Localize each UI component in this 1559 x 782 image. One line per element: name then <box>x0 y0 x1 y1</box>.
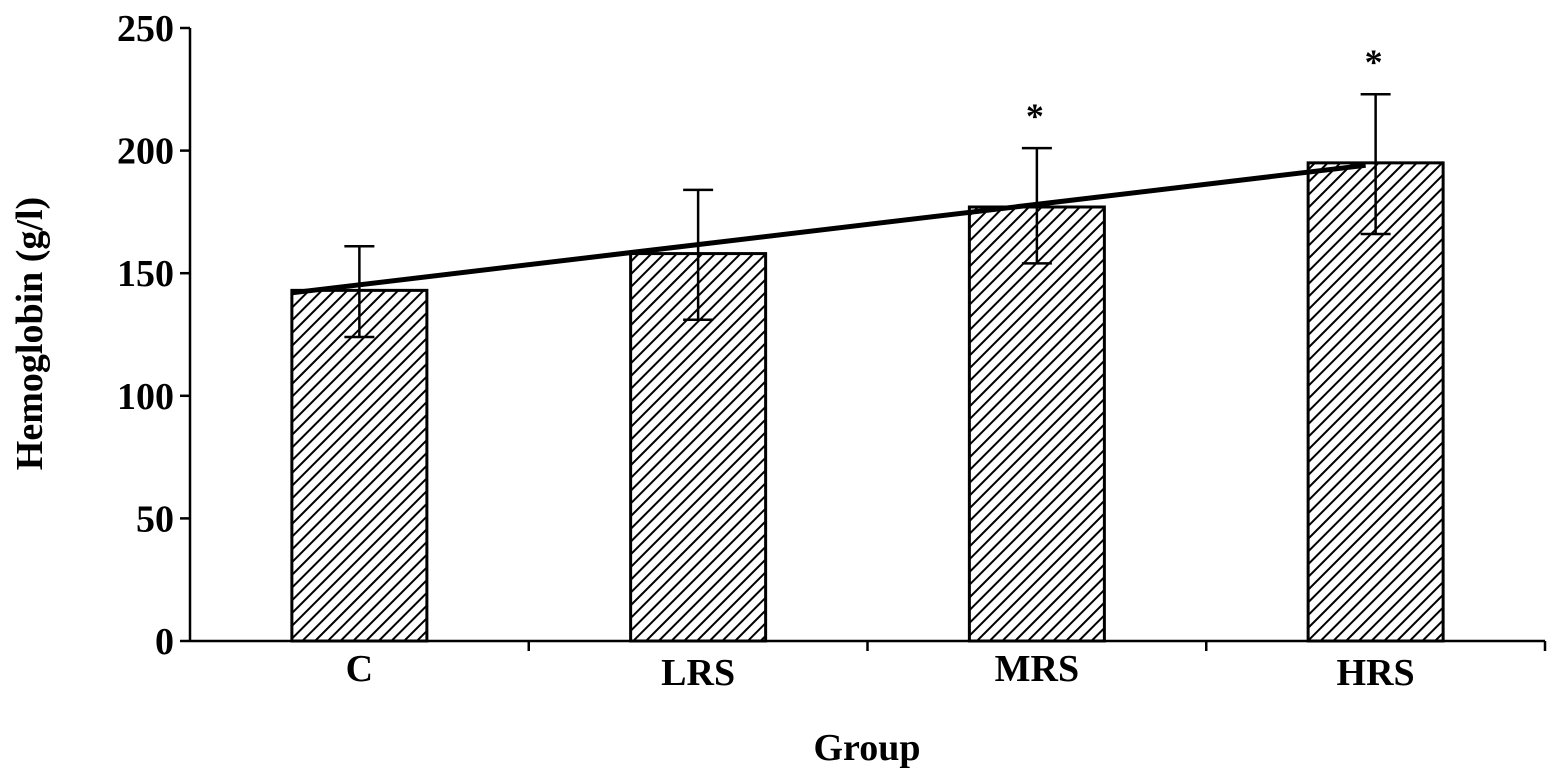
y-tick-label-150: 150 <box>117 253 174 295</box>
significance-mark-hrs: * <box>1365 42 1383 82</box>
y-tick-label-250: 250 <box>117 8 174 50</box>
bars-group <box>290 161 1445 643</box>
y-tick-label-50: 50 <box>136 498 174 540</box>
y-tick-label-0: 0 <box>155 621 174 663</box>
error-bars-group <box>344 92 1391 339</box>
y-tick-label-100: 100 <box>117 376 174 418</box>
x-tick-label-c: C <box>346 648 373 690</box>
significance-mark-mrs: * <box>1026 96 1044 136</box>
trend-line-group <box>291 162 1366 296</box>
bar-c <box>290 288 429 643</box>
x-tick-label-hrs: HRS <box>1337 652 1415 694</box>
trend-line <box>291 162 1366 296</box>
axes-group <box>180 26 1547 651</box>
y-axis-title: Hemoglobin (g/l) <box>9 197 51 470</box>
x-tick-label-lrs: LRS <box>661 652 735 694</box>
x-axis-title: Group <box>813 727 920 769</box>
bar-mrs <box>967 205 1106 643</box>
bar-hrs <box>1306 161 1445 643</box>
x-tick-label-mrs: MRS <box>995 648 1079 690</box>
y-tick-label-200: 200 <box>117 131 174 173</box>
labels-group: 0 50 100 150 200 250 C LRS MRS HRS * * Group Hemoglob… <box>9 8 1415 769</box>
